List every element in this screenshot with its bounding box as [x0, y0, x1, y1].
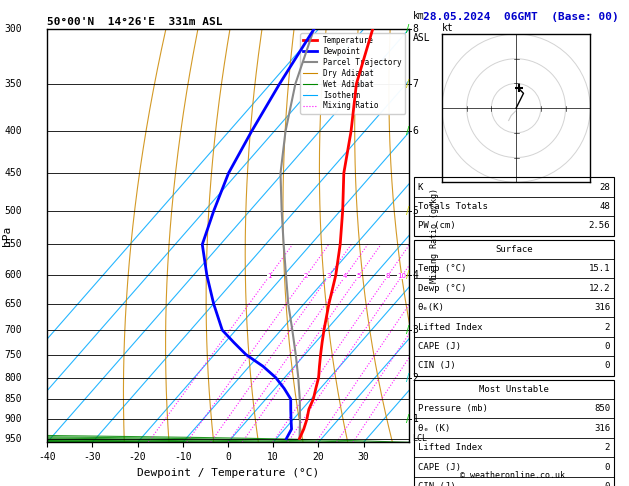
Text: km: km: [413, 11, 424, 21]
Text: Surface: Surface: [495, 245, 533, 254]
Text: θₑ (K): θₑ (K): [418, 424, 450, 433]
Text: /: /: [406, 206, 409, 216]
Text: 750: 750: [4, 349, 22, 360]
Text: 650: 650: [4, 299, 22, 309]
Text: Lifted Index: Lifted Index: [418, 443, 482, 452]
Text: 48: 48: [599, 202, 610, 211]
Text: Most Unstable: Most Unstable: [479, 385, 549, 394]
Text: 4: 4: [343, 274, 347, 279]
Text: 2: 2: [604, 443, 610, 452]
Text: 950: 950: [4, 434, 22, 444]
Text: 500: 500: [4, 206, 22, 216]
Text: /: /: [406, 270, 409, 280]
Text: 28: 28: [599, 183, 610, 191]
Text: CAPE (J): CAPE (J): [418, 342, 460, 351]
Text: 2.56: 2.56: [589, 222, 610, 230]
Text: Dewp (°C): Dewp (°C): [418, 284, 466, 293]
Text: hPa: hPa: [3, 226, 13, 246]
Text: PW (cm): PW (cm): [418, 222, 455, 230]
Text: CIN (J): CIN (J): [418, 482, 455, 486]
Text: 7: 7: [413, 79, 418, 89]
Text: 800: 800: [4, 372, 22, 382]
Text: /: /: [406, 372, 409, 382]
Text: 3: 3: [326, 274, 331, 279]
Text: 4: 4: [413, 270, 418, 280]
Text: θₑ(K): θₑ(K): [418, 303, 445, 312]
Text: /: /: [406, 415, 409, 424]
Text: 850: 850: [4, 394, 22, 404]
Text: /: /: [406, 126, 409, 137]
Text: 350: 350: [4, 79, 22, 89]
Text: 5: 5: [413, 206, 418, 216]
X-axis label: Dewpoint / Temperature (°C): Dewpoint / Temperature (°C): [137, 468, 319, 478]
Text: 6: 6: [413, 126, 418, 137]
Text: 700: 700: [4, 325, 22, 335]
Text: 50°00'N  14°26'E  331m ASL: 50°00'N 14°26'E 331m ASL: [47, 17, 223, 27]
Text: 5: 5: [356, 274, 360, 279]
Text: 12.2: 12.2: [589, 284, 610, 293]
Text: 316: 316: [594, 424, 610, 433]
Text: 8: 8: [413, 24, 418, 34]
Text: /: /: [406, 24, 409, 34]
Text: © weatheronline.co.uk: © weatheronline.co.uk: [460, 471, 565, 480]
Text: 300: 300: [4, 24, 22, 34]
Text: 0: 0: [604, 482, 610, 486]
Text: Pressure (mb): Pressure (mb): [418, 404, 487, 413]
Text: 450: 450: [4, 168, 22, 178]
Legend: Temperature, Dewpoint, Parcel Trajectory, Dry Adiabat, Wet Adiabat, Isotherm, Mi: Temperature, Dewpoint, Parcel Trajectory…: [301, 33, 405, 114]
Text: /: /: [406, 325, 409, 335]
Text: 10: 10: [397, 274, 406, 279]
Text: kt: kt: [442, 23, 454, 33]
Text: CIN (J): CIN (J): [418, 362, 455, 370]
Text: 400: 400: [4, 126, 22, 137]
Text: ASL: ASL: [413, 34, 430, 43]
Text: Temp (°C): Temp (°C): [418, 264, 466, 273]
Text: 3: 3: [413, 325, 418, 335]
Text: /: /: [406, 79, 409, 89]
Text: 1: 1: [413, 415, 418, 424]
Text: 28.05.2024  06GMT  (Base: 00): 28.05.2024 06GMT (Base: 00): [423, 12, 618, 22]
Text: Lifted Index: Lifted Index: [418, 323, 482, 331]
Text: 0: 0: [604, 463, 610, 471]
Text: 1: 1: [267, 274, 271, 279]
Text: 0: 0: [604, 342, 610, 351]
Text: LCL: LCL: [413, 434, 428, 443]
Text: Totals Totals: Totals Totals: [418, 202, 487, 211]
Text: 2: 2: [604, 323, 610, 331]
Text: 850: 850: [594, 404, 610, 413]
Text: 15.1: 15.1: [589, 264, 610, 273]
Text: 2: 2: [413, 372, 418, 382]
Text: Mixing Ratio (g/kg): Mixing Ratio (g/kg): [430, 188, 438, 283]
Text: 600: 600: [4, 270, 22, 280]
Text: 0: 0: [604, 362, 610, 370]
Text: K: K: [418, 183, 423, 191]
Text: 2: 2: [304, 274, 308, 279]
Text: 8: 8: [385, 274, 389, 279]
Text: 316: 316: [594, 303, 610, 312]
Text: 900: 900: [4, 415, 22, 424]
Text: CAPE (J): CAPE (J): [418, 463, 460, 471]
Text: 550: 550: [4, 240, 22, 249]
